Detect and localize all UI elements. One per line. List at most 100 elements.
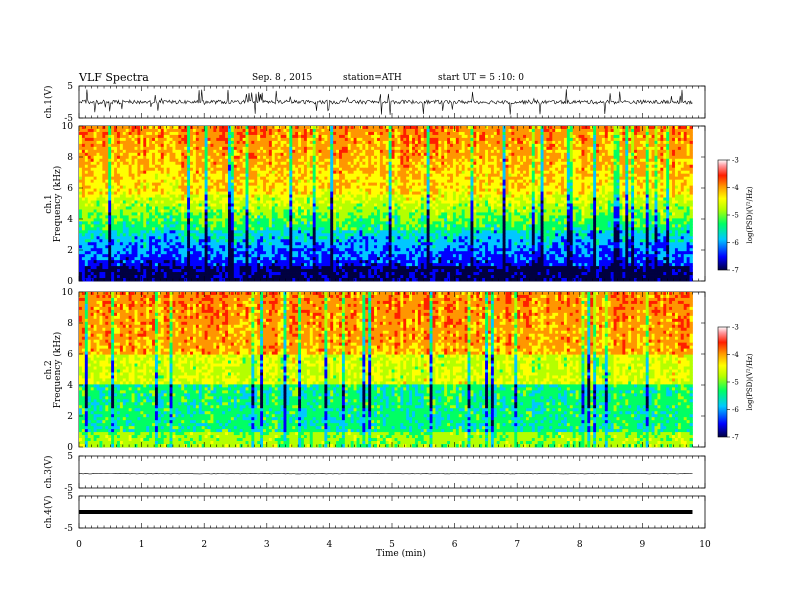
spectrogram-cell (90, 128, 95, 133)
spectrogram-cell (447, 161, 451, 166)
spectrogram-cell (87, 126, 92, 130)
spectrogram-cell (400, 126, 404, 130)
spectrogram-cell (505, 170, 509, 175)
spectrogram-cell (376, 131, 381, 136)
spectrogram-cell (552, 176, 556, 181)
spectrogram-cell (400, 143, 404, 148)
spectrogram-cell (321, 176, 325, 181)
spectrogram-cell (216, 179, 220, 184)
spectrogram-cell (353, 194, 357, 198)
spectrogram-cell (444, 155, 448, 160)
spectrogram-cell (502, 164, 506, 169)
spectrogram-cell (339, 191, 343, 195)
spectrogram-cell (160, 173, 165, 178)
spectrogram-cell (260, 146, 264, 151)
spectrogram-cell (467, 176, 471, 181)
spectrogram-cell (485, 149, 489, 154)
spectrogram-cell (315, 176, 319, 181)
spectrogram-cell (505, 173, 509, 178)
spectrogram-cell (192, 179, 197, 184)
spectrogram-cell (674, 126, 679, 130)
spectrogram-cell (648, 149, 652, 154)
spectrogram-cell (254, 167, 258, 172)
spectrogram-cell (336, 164, 340, 169)
spectrogram-cell (674, 134, 679, 139)
spectrogram-cell (149, 143, 153, 148)
spectrogram-cell (561, 134, 565, 139)
spectrogram-cell (409, 137, 413, 142)
spectrogram-cell (511, 126, 515, 130)
spectrogram-cell (222, 137, 226, 142)
spectrogram-cell (517, 131, 521, 136)
spectrogram-cell (134, 128, 138, 133)
spectrogram-cell (201, 194, 206, 198)
spectrogram-cell (131, 146, 135, 151)
spectrogram-cell (181, 173, 185, 178)
spectrogram-cell (666, 167, 670, 172)
spectrogram-cell (619, 137, 623, 142)
spectrogram-cell (108, 188, 112, 192)
spectrogram-cell (575, 158, 579, 163)
spectrogram-cell (125, 143, 130, 148)
spectrogram-cell (467, 131, 471, 136)
spectrogram-cell (280, 134, 284, 139)
spectrogram-cell (683, 134, 688, 139)
spectrogram-cell (561, 149, 565, 154)
spectrogram-cell (511, 152, 515, 157)
spectrogram-cell (321, 164, 325, 169)
spectrogram-cell (166, 188, 170, 192)
spectrogram-cell (254, 170, 258, 175)
spectrogram-cell (525, 191, 530, 195)
spectrogram-cell (508, 155, 512, 160)
spectrogram-cell (201, 185, 206, 189)
spectrogram-cell (163, 188, 168, 192)
spectrogram-cell (593, 146, 597, 151)
spectrogram-cell (125, 140, 130, 145)
spectrogram-cell (198, 134, 203, 139)
spectrogram-cell (333, 143, 337, 148)
spectrogram-cell (172, 152, 176, 157)
spectrogram-cell (441, 188, 445, 192)
spectrogram-cell (274, 126, 279, 130)
spectrogram-cell (508, 137, 512, 142)
spectrogram-cell (625, 152, 629, 157)
spectrogram-cell (648, 152, 652, 157)
spectrogram-cell (108, 170, 112, 175)
spectrogram-cell (333, 126, 337, 130)
spectrogram-cell (192, 137, 197, 142)
spectrogram-cell (596, 185, 600, 189)
spectrogram-cell (169, 158, 173, 163)
spectrogram-cell (563, 140, 568, 145)
spectrogram-cell (146, 173, 150, 178)
spectrogram-cell (537, 188, 541, 192)
spectrogram-cell (230, 176, 235, 181)
spectrogram-cell (461, 128, 466, 133)
spectrogram-cell (610, 161, 614, 166)
spectrogram-cell (555, 173, 559, 178)
spectrogram-cell (537, 191, 541, 195)
spectrogram-cell (312, 188, 317, 192)
spectrogram-cell (96, 170, 100, 175)
spectrogram-cell (350, 134, 354, 139)
spectrogram-cell (301, 140, 305, 145)
spectrogram-cell (642, 167, 647, 172)
spectrogram-cell (467, 146, 471, 151)
spectrogram-cell (260, 158, 264, 163)
spectrogram-cell (359, 161, 363, 166)
spectrogram-cell (312, 164, 317, 169)
spectrogram-cell (520, 179, 524, 184)
spectrogram-cell (482, 164, 486, 169)
spectrogram-cell (517, 179, 521, 184)
spectrogram-cell (327, 167, 331, 172)
spectrogram-cell (230, 149, 235, 154)
spectrogram-cell (143, 134, 147, 139)
spectrogram-cell (382, 155, 387, 160)
spectrogram-cell (184, 194, 188, 198)
spectrogram-cell (549, 134, 553, 139)
spectrogram-cell (251, 140, 255, 145)
spectrogram-cell (233, 128, 238, 133)
spectrogram-cell (318, 194, 322, 198)
spectrogram-cell (669, 191, 673, 195)
spectrogram-cell (508, 164, 512, 169)
